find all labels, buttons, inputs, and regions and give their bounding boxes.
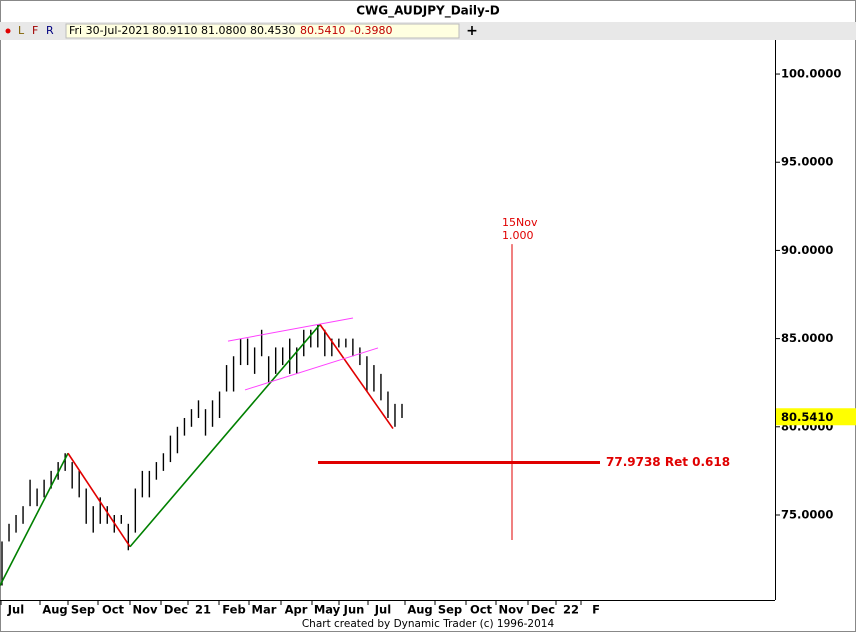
retracement-label: 77.9738 Ret 0.618 xyxy=(606,455,730,469)
channel-line xyxy=(227,317,354,342)
x-tick-label: 22 xyxy=(563,603,579,617)
y-tick-label: 90.0000 xyxy=(781,243,833,257)
zigzag-leg xyxy=(0,452,69,586)
quote-box xyxy=(65,23,460,39)
x-tick-label: Nov xyxy=(132,603,158,617)
x-tick-label: Dec xyxy=(531,603,555,617)
status-dot xyxy=(5,28,11,34)
y-tick-label: 100.0000 xyxy=(781,67,841,81)
x-tick-label: Jul xyxy=(374,603,391,617)
x-tick-label: Feb xyxy=(222,603,245,617)
time-target-ratio: 1.000 xyxy=(502,229,534,242)
last-price-box xyxy=(776,408,856,426)
toolbar-button[interactable]: L xyxy=(18,24,25,37)
y-tick-label: 75.0000 xyxy=(781,507,833,521)
quote-open: 80.9110 xyxy=(152,24,198,37)
x-tick-label: Nov xyxy=(498,603,524,617)
x-tick-label: F xyxy=(592,603,600,617)
x-tick-label: Oct xyxy=(470,603,493,617)
x-tick-label: 21 xyxy=(195,603,211,617)
quote-low: 80.4530 xyxy=(250,24,296,37)
quote-high: 81.0800 xyxy=(201,24,247,37)
zigzag-leg xyxy=(319,324,394,430)
quote-close: 80.5410 xyxy=(300,24,346,37)
x-tick-label: Jun xyxy=(343,603,365,617)
channel-line xyxy=(244,347,379,391)
footer: Chart created by Dynamic Trader (c) 1996… xyxy=(302,618,555,630)
x-tick-label: May xyxy=(314,603,341,617)
y-tick-label: 95.0000 xyxy=(781,155,833,169)
y-tick-label: 85.0000 xyxy=(781,331,833,345)
quote-change: -0.3980 xyxy=(350,24,392,37)
toolbar-button[interactable]: R xyxy=(46,24,54,37)
x-tick-label: Sep xyxy=(438,603,462,617)
quote-date: Fri 30-Jul-2021 xyxy=(69,24,149,37)
x-tick-label: Apr xyxy=(285,603,308,617)
x-tick-label: Sep xyxy=(71,603,95,617)
zigzag-leg xyxy=(67,452,131,548)
last-price-label: 80.5410 xyxy=(781,410,833,424)
x-tick-label: Jul xyxy=(7,603,24,617)
x-tick-label: Mar xyxy=(252,603,277,617)
x-tick-label: Aug xyxy=(42,603,67,617)
zigzag-leg xyxy=(129,323,321,548)
x-tick-label: Dec xyxy=(164,603,188,617)
x-tick-label: Oct xyxy=(102,603,125,617)
time-target-date: 15Nov xyxy=(502,216,538,229)
toolbar-button[interactable]: F xyxy=(32,24,38,37)
chart-title: CWG_AUDJPY_Daily-D xyxy=(356,4,500,19)
add-button[interactable]: + xyxy=(466,23,478,39)
x-tick-label: Aug xyxy=(407,603,432,617)
